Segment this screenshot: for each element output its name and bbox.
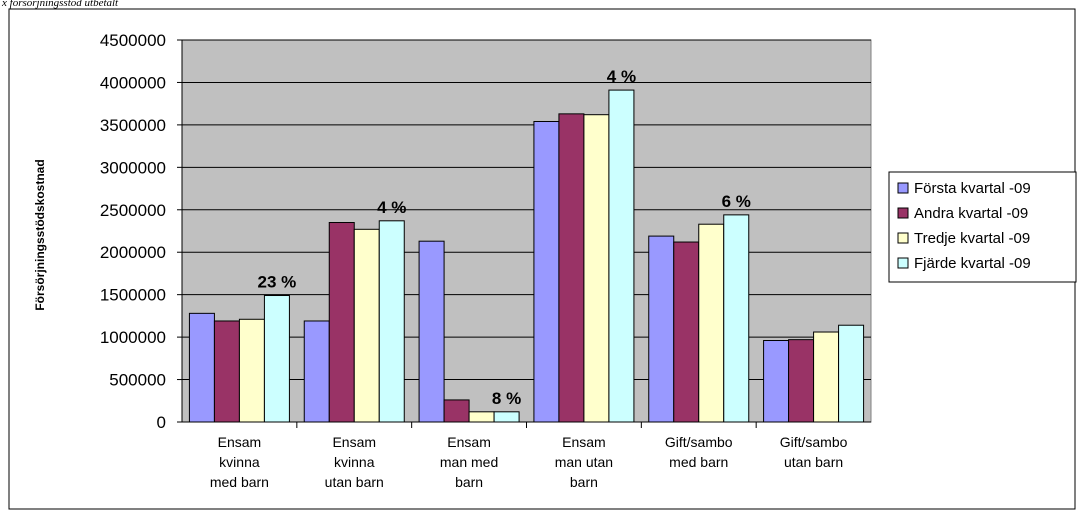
percent-annotation: 8 %	[492, 389, 521, 408]
bar	[813, 331, 840, 423]
x-category-label-line: Ensam	[562, 434, 606, 450]
x-category-label-line: kvinna	[219, 454, 260, 470]
bar	[213, 320, 240, 423]
percent-annotation: 6 %	[722, 192, 751, 211]
percent-annotation: 4 %	[607, 67, 636, 86]
x-category-label-line: Gift/sambo	[665, 434, 733, 450]
y-tick-label: 0	[157, 413, 166, 432]
x-category-label-line: utan barn	[784, 454, 843, 470]
x-category-label-line: Gift/sambo	[780, 434, 848, 450]
y-tick-label: 4500000	[100, 31, 166, 50]
x-category-label: Ensam kvinna med barn	[210, 434, 269, 490]
bar	[673, 241, 700, 423]
bar	[468, 411, 495, 423]
legend-label: Fjärde kvartal -09	[914, 255, 1031, 272]
x-category-label: Ensam man med barn	[440, 434, 498, 490]
percent-annotation: 4 %	[377, 198, 406, 217]
x-category-label-line: utan barn	[325, 474, 384, 490]
bar	[723, 214, 750, 423]
gridlines	[182, 39, 871, 381]
bars	[188, 89, 865, 423]
bar	[493, 411, 520, 423]
bar	[763, 340, 790, 423]
x-category-label-line: man med	[440, 454, 498, 470]
legend-label: Första kvartal -09	[914, 180, 1031, 197]
bar	[188, 312, 215, 423]
y-tick-label: 2500000	[100, 201, 166, 220]
bar	[418, 240, 445, 423]
top-caption: x försörjningsstöd utbetalt	[2, 0, 119, 9]
x-category-label-line: med barn	[210, 474, 269, 490]
x-category-label-line: barn	[455, 474, 483, 490]
y-tick-label: 2000000	[100, 243, 166, 262]
plot-area	[181, 39, 872, 423]
x-category-label-line: kvinna	[334, 454, 375, 470]
x-category-label: Ensam man utan barn	[555, 434, 613, 490]
x-category-label-line: man utan	[555, 454, 613, 470]
legend-swatch	[897, 232, 909, 244]
y-tick-label: 1500000	[100, 286, 166, 305]
bar	[263, 295, 290, 423]
bar	[328, 222, 355, 423]
y-axis-label: Försörjningsstödskostnad	[33, 159, 47, 310]
legend-swatch	[897, 207, 909, 219]
percent-annotation: 23 %	[258, 273, 297, 292]
bar	[583, 114, 610, 423]
bar	[838, 324, 865, 423]
axes	[177, 39, 871, 428]
bar	[608, 89, 635, 423]
y-tick-labels: 0 500000 1000000 1500000 2000000 2500000 30000…	[100, 31, 166, 432]
bar	[648, 235, 675, 423]
x-category-label-line: Ensam	[332, 434, 376, 450]
y-tick-label: 3000000	[100, 158, 166, 177]
y-tick-label: 500000	[109, 371, 166, 390]
bar	[698, 223, 725, 423]
legend-box	[888, 171, 1077, 283]
x-category-label-line: Ensam	[218, 434, 262, 450]
x-category-label-line: Ensam	[447, 434, 491, 450]
legend-swatch	[897, 182, 909, 194]
bar	[378, 220, 405, 423]
annotations: 23 % 4 % 8 % 4 % 6 %	[258, 67, 751, 408]
legend: Första kvartal -09 Andra kvartal -09 Tredj…	[888, 171, 1077, 283]
x-category-label-line: med barn	[669, 454, 728, 470]
legend-label: Tredje kvartal -09	[914, 230, 1030, 247]
bar	[443, 399, 470, 423]
legend-label: Andra kvartal -09	[914, 205, 1028, 222]
bar	[788, 339, 815, 423]
bar	[533, 120, 560, 423]
x-category-label-line: barn	[570, 474, 598, 490]
bar	[238, 318, 265, 423]
y-tick-label: 3500000	[100, 116, 166, 135]
bar	[353, 228, 380, 423]
y-tick-label: 4000000	[100, 73, 166, 92]
legend-swatch	[897, 257, 909, 269]
bar	[558, 113, 585, 423]
x-category-label: Ensam kvinna utan barn	[325, 434, 384, 490]
x-category-label: Gift/sambo med barn	[665, 434, 733, 470]
y-tick-label: 1000000	[100, 328, 166, 347]
x-category-label: Gift/sambo utan barn	[780, 434, 848, 470]
bar	[303, 320, 330, 423]
